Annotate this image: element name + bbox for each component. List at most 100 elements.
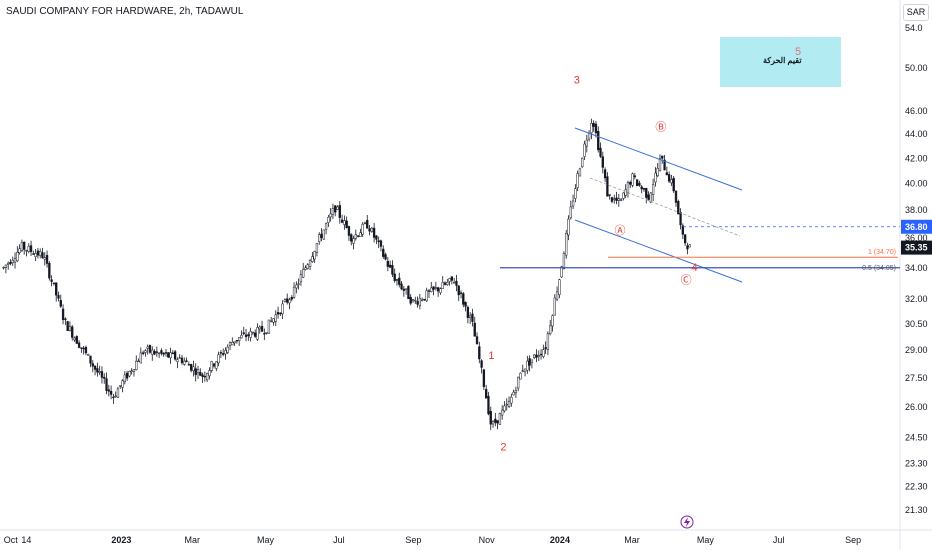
candle-body: [116, 388, 120, 398]
candle-body: [681, 225, 685, 235]
candle-body: [407, 285, 410, 300]
candle-body: [313, 251, 316, 260]
candle-body: [576, 173, 579, 188]
candle-body: [302, 269, 305, 278]
candle-body: [279, 312, 282, 315]
candle-body: [507, 400, 511, 407]
candle-body: [320, 233, 323, 238]
annotation-label: تقيم الحركة: [763, 56, 802, 65]
candle-body: [619, 199, 623, 201]
candle-body: [196, 369, 200, 374]
channel-upper-line[interactable]: [574, 127, 743, 191]
candle-body: [599, 147, 602, 157]
candle-body: [281, 303, 284, 315]
candle-body: [29, 245, 33, 252]
candle-body: [613, 198, 616, 200]
candle-body: [25, 249, 28, 252]
candle-body: [642, 188, 646, 190]
candle-body: [286, 298, 289, 303]
candle-body: [306, 264, 309, 269]
y-tick-label: 27.50: [905, 373, 928, 383]
y-tick-label: 54.0: [905, 23, 923, 33]
candle-body: [238, 337, 241, 342]
candle-body: [2, 266, 5, 269]
candle-body: [98, 371, 101, 373]
channel-lower-line[interactable]: [574, 219, 743, 283]
candle-body: [391, 265, 394, 275]
candle-body: [318, 234, 321, 242]
candle-body: [459, 292, 463, 294]
wave-label: 2: [500, 441, 506, 453]
candle-body: [526, 360, 529, 371]
candle-body: [169, 352, 172, 359]
x-tick-label: Oct: [4, 535, 19, 545]
candle-body: [68, 326, 72, 331]
candle-body: [4, 264, 8, 268]
wave-label: Ⓐ: [615, 224, 626, 237]
candle-body: [274, 314, 277, 322]
candle-body: [212, 363, 216, 367]
y-tick-label: 26.00: [905, 402, 928, 412]
candle-body: [354, 234, 357, 239]
wave-label: 4: [691, 262, 697, 274]
candle-body: [585, 139, 588, 147]
candle-body: [409, 296, 412, 304]
candle-body: [71, 326, 74, 338]
candle-body: [377, 240, 380, 243]
candle-body: [244, 334, 248, 337]
candle-body: [210, 361, 213, 371]
currency-button[interactable]: SAR: [903, 4, 929, 21]
candle-body: [393, 273, 396, 281]
current-price-tag-label: 35.35: [905, 243, 928, 253]
candle-body: [361, 224, 364, 235]
candle-body: [55, 282, 58, 296]
candle-body: [581, 157, 584, 167]
candle-body: [164, 352, 168, 354]
projection-dashed-line[interactable]: [589, 177, 741, 237]
candle-body: [135, 360, 138, 370]
time-axis[interactable]: Oct 14 2023 Mar May Jul Sep Nov 2024 Mar May Jul Sep: [4, 535, 861, 545]
candle-body: [132, 369, 136, 372]
y-tick-label: 46.00: [905, 106, 928, 116]
candle-body: [224, 350, 227, 355]
candle-body: [592, 123, 595, 127]
candle-body: [487, 395, 490, 415]
candle-body: [217, 354, 220, 364]
candle-body: [649, 192, 652, 203]
candle-body: [52, 282, 56, 284]
candle-body: [247, 334, 250, 336]
candle-body: [107, 389, 110, 392]
lightning-icon[interactable]: [680, 515, 694, 529]
x-tick-label: May: [697, 535, 715, 545]
candle-body: [249, 331, 252, 338]
candle-body: [569, 206, 572, 219]
candle-body: [334, 205, 337, 213]
candle-body: [670, 179, 673, 184]
candle-body: [441, 282, 444, 289]
candle-body: [233, 341, 236, 344]
candle-body: [272, 318, 275, 323]
candle-body: [542, 349, 545, 357]
candle-body: [119, 385, 122, 387]
candle-body: [505, 403, 508, 406]
price-axis[interactable]: 54.050.0046.0044.0042.0040.0038.0036.003…: [905, 23, 928, 515]
candle-body: [297, 283, 300, 285]
current-price-tag: [901, 240, 932, 255]
candle-body: [617, 198, 620, 201]
candle-body: [432, 286, 435, 290]
candle-body: [356, 235, 360, 237]
annotation-box[interactable]: [720, 37, 841, 87]
candle-body: [514, 390, 518, 393]
y-tick-label: 34.00: [905, 263, 928, 273]
drawings[interactable]: 1 (34.70) 0.5 (34.05): [500, 127, 900, 283]
candle-body: [201, 374, 204, 377]
candle-body: [398, 277, 401, 285]
x-tick-label: Sep: [405, 535, 421, 545]
candle-body: [192, 366, 195, 372]
candle-body: [176, 359, 179, 362]
candle-body: [640, 186, 643, 190]
candle-body: [475, 336, 479, 345]
candle-body: [633, 175, 636, 178]
candle-body: [400, 283, 403, 290]
